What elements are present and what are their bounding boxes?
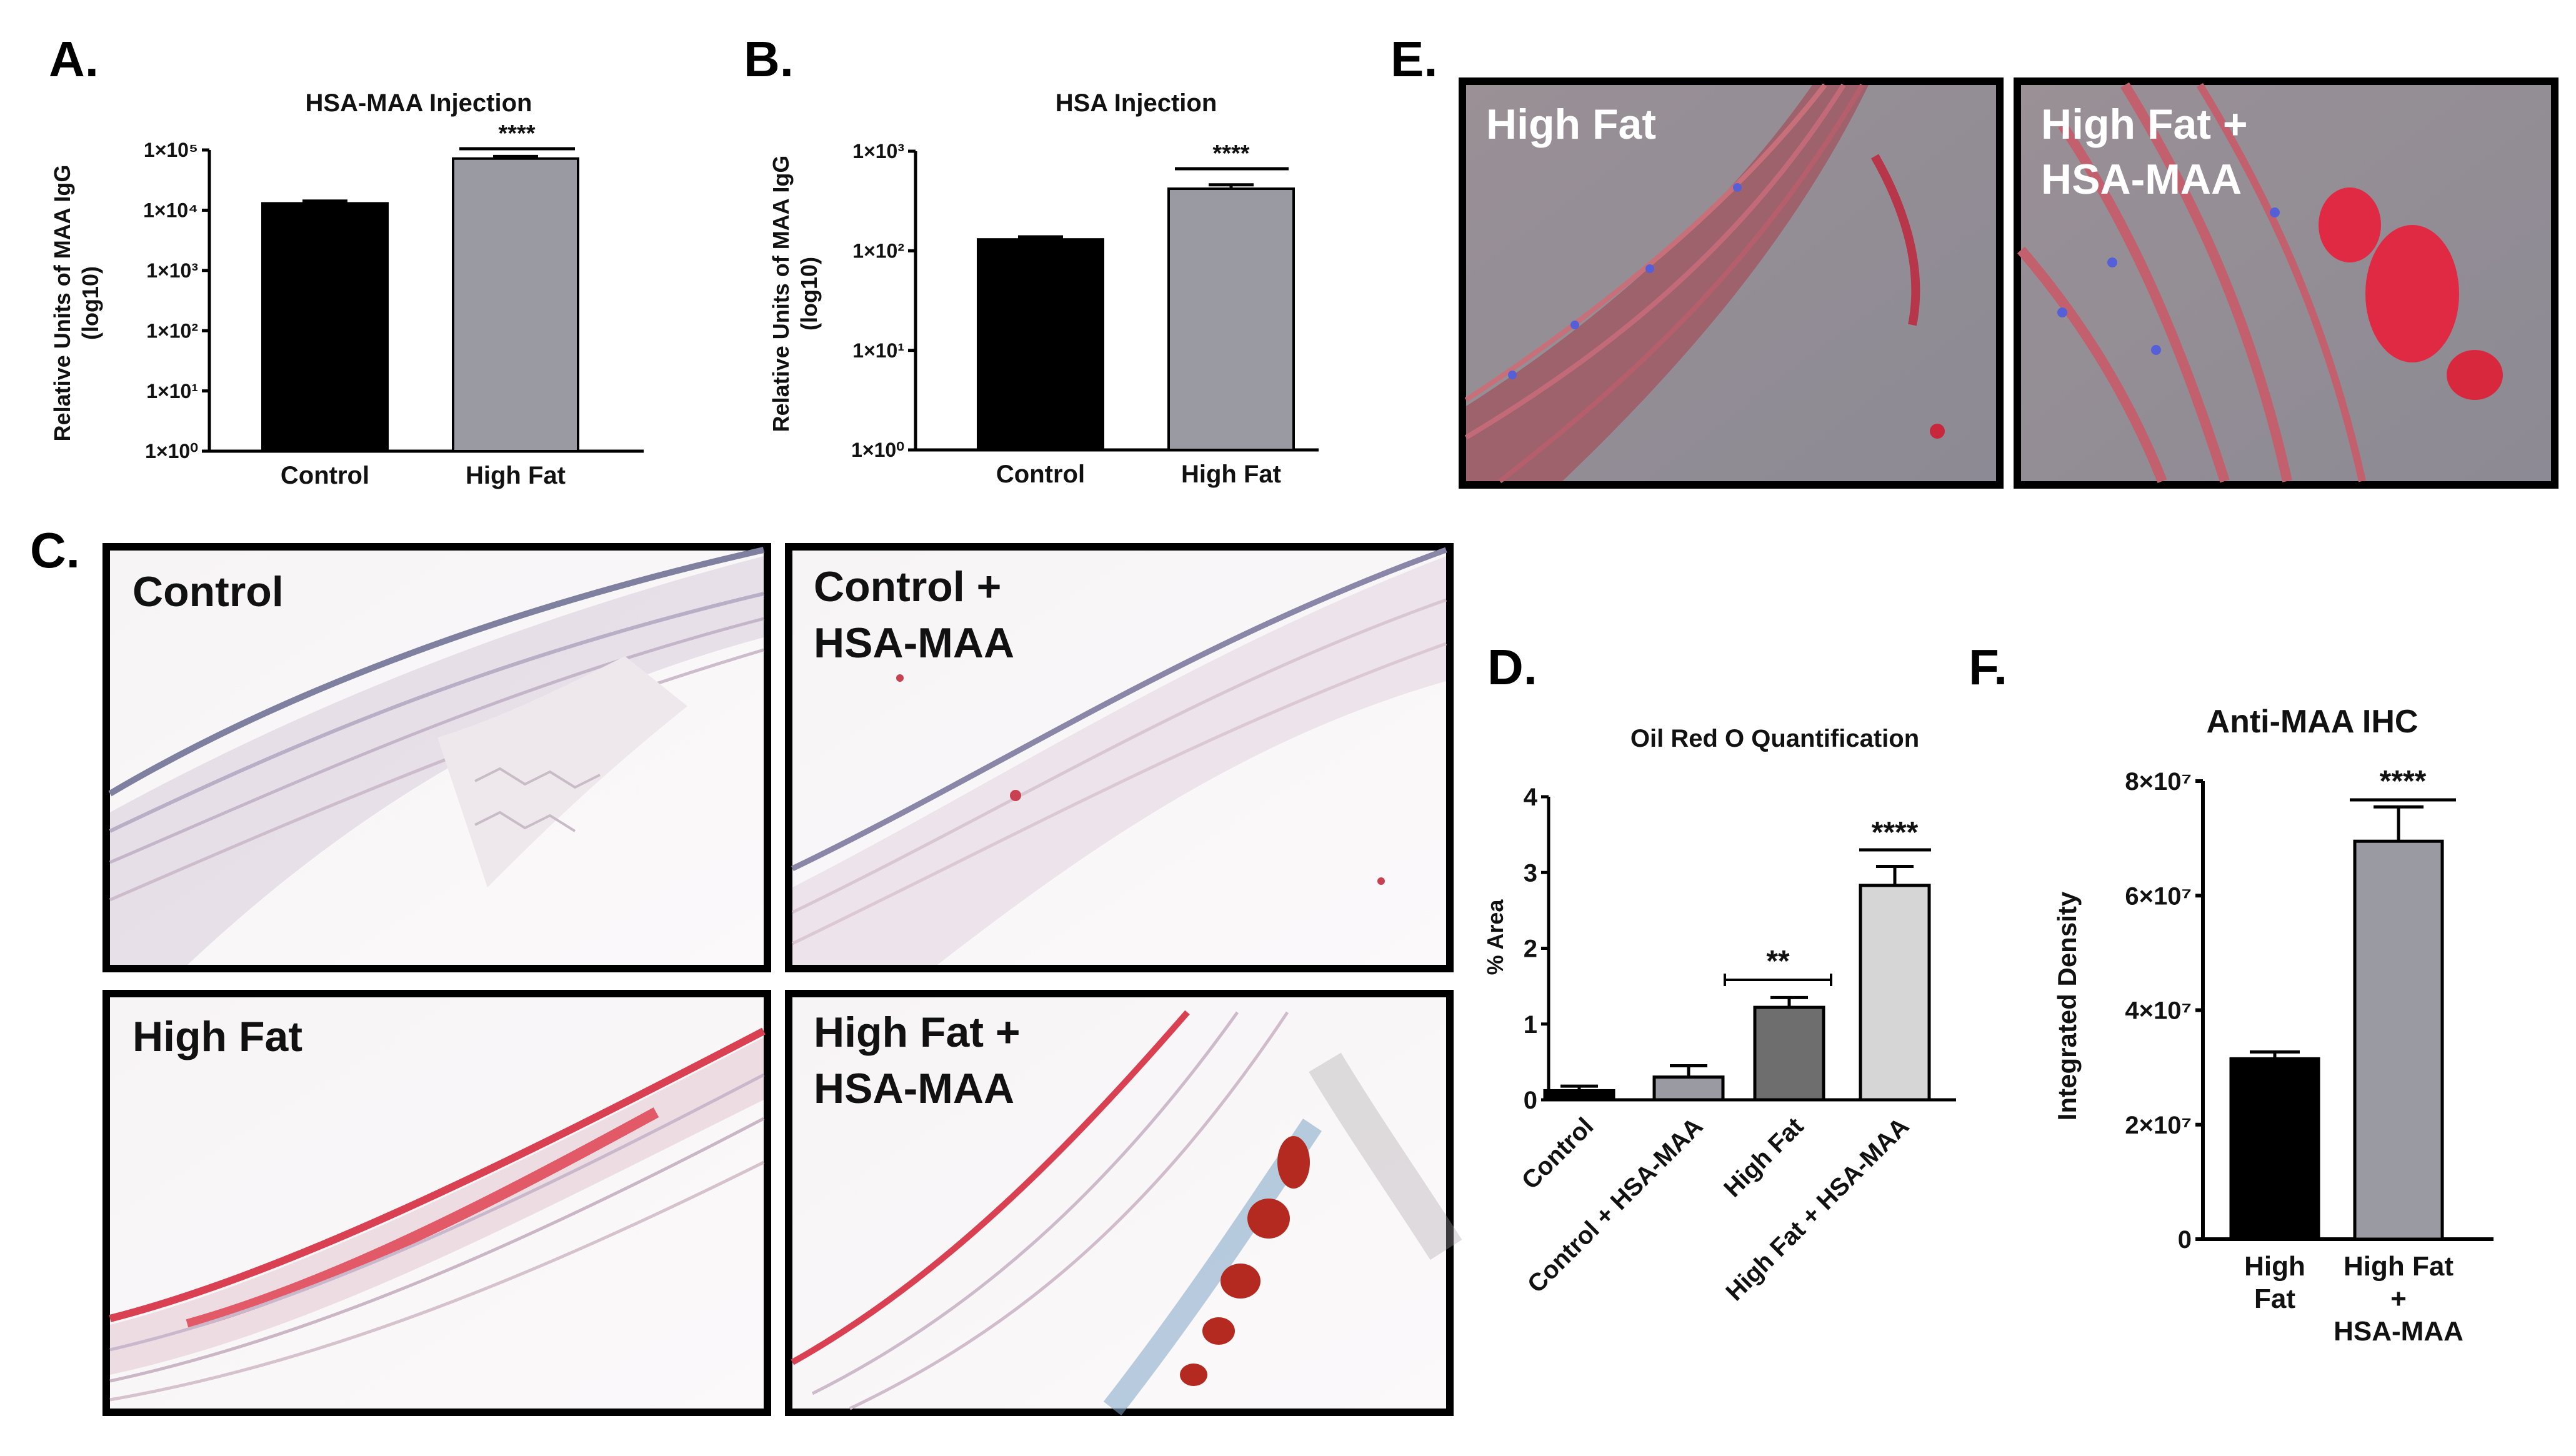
chart-f-ylabel: Integrated Density bbox=[2052, 891, 2082, 1120]
chartB-ytick-label: 1×10⁰ bbox=[851, 439, 904, 461]
chartD-category-label: High Fat + HSA-MAA bbox=[1720, 1112, 1914, 1306]
chartD-significance-label: ** bbox=[1766, 945, 1790, 978]
chartF-category-label: High bbox=[2244, 1251, 2305, 1282]
chart-b-title: HSA Injection bbox=[1056, 89, 1217, 117]
chartB-ytick-label: 1×10¹ bbox=[852, 339, 904, 362]
chart-b: HSA Injection Relative Units of MAA IgG … bbox=[768, 89, 1319, 488]
chart-d-title: Oil Red O Quantification bbox=[1630, 725, 1919, 752]
image-label-high-fat-hsa-maa-line1: High Fat + bbox=[814, 1009, 1021, 1056]
chart-d: Oil Red O Quantification % Area 0 1 2 3 4 Con… bbox=[1482, 725, 1956, 1306]
chartB-bar bbox=[977, 238, 1104, 451]
histology-image-control-hsa-maa bbox=[785, 543, 1454, 972]
chartA-ytick-label: 1×10³ bbox=[146, 259, 198, 282]
chartD-bar bbox=[1652, 1075, 1725, 1102]
chartD-bar bbox=[1859, 884, 1931, 1102]
fluorescence-image-high-fat-hsa-maa bbox=[2014, 77, 2559, 489]
chartA-ytick-label: 1×10⁰ bbox=[145, 440, 198, 462]
panel-label-f: F. bbox=[1969, 639, 2007, 695]
chartD-ytick-label: 2 bbox=[1524, 935, 1537, 963]
panel-label-b: B. bbox=[744, 31, 794, 87]
chartF-category-label: High Fat bbox=[2344, 1251, 2454, 1282]
chartA-ytick-label: 1×10⁴ bbox=[143, 199, 198, 222]
panel-label-c: C. bbox=[30, 522, 80, 578]
panel-label-a: A. bbox=[49, 31, 99, 87]
chart-a-ylabel-line1: Relative Units of MAA IgG bbox=[49, 165, 75, 442]
chartD-category-label: High Fat bbox=[1719, 1112, 1809, 1202]
image-label-control: Control bbox=[132, 568, 284, 616]
image-label-e-high-fat: High Fat bbox=[1486, 101, 1656, 148]
chartB-category-label: High Fat bbox=[1181, 461, 1281, 488]
chartB-category-label: Control bbox=[996, 461, 1085, 488]
chart-a-title: HSA-MAA Injection bbox=[306, 89, 532, 117]
image-label-e-high-fat-hsa-maa-line2: HSA-MAA bbox=[2041, 156, 2242, 203]
image-label-e-high-fat-hsa-maa-line1: High Fat + bbox=[2041, 101, 2248, 148]
chartD-ytick-label: 3 bbox=[1524, 859, 1537, 887]
histology-image-control bbox=[102, 543, 771, 972]
chart-d-ylabel: % Area bbox=[1482, 899, 1508, 975]
chart-a-ylabel-line2: (log10) bbox=[77, 266, 103, 340]
chartD-category-label: Control + HSA-MAA bbox=[1522, 1112, 1708, 1298]
chartB-significance-label: **** bbox=[1212, 141, 1249, 167]
panel-label-e: E. bbox=[1390, 31, 1438, 87]
chartB-ytick-label: 1×10³ bbox=[852, 140, 904, 162]
image-label-high-fat-hsa-maa-line2: HSA-MAA bbox=[814, 1065, 1014, 1112]
chartB-bar bbox=[1167, 187, 1295, 451]
chartB-ytick-label: 1×10² bbox=[852, 240, 904, 262]
fluorescence-image-high-fat bbox=[1459, 77, 2004, 489]
chartF-ytick-label: 6×10⁷ bbox=[2125, 882, 2192, 910]
histology-image-high-fat-hsa-maa bbox=[785, 990, 1462, 1416]
chartD-bar bbox=[1753, 1005, 1825, 1102]
chartD-ytick-label: 1 bbox=[1524, 1011, 1537, 1039]
chartF-bar bbox=[2353, 839, 2444, 1241]
chart-b-ylabel-line2: (log10) bbox=[796, 257, 822, 331]
chartF-bar bbox=[2229, 1057, 2320, 1241]
chartD-ytick-label: 0 bbox=[1524, 1087, 1537, 1114]
panel-label-d: D. bbox=[1487, 639, 1537, 695]
chartA-ytick-label: 1×10⁵ bbox=[144, 139, 198, 161]
chartA-ytick-label: 1×10¹ bbox=[146, 380, 198, 402]
chartF-ytick-label: 4×10⁷ bbox=[2125, 997, 2192, 1025]
chartF-ytick-label: 8×10⁷ bbox=[2125, 768, 2192, 795]
image-label-control-hsa-maa-line2: HSA-MAA bbox=[814, 619, 1014, 667]
chartA-category-label: Control bbox=[281, 462, 369, 489]
chartF-category-label: Fat bbox=[2254, 1284, 2295, 1314]
chartA-significance-label: **** bbox=[498, 121, 535, 147]
histology-image-high-fat bbox=[102, 990, 771, 1416]
chartD-bar bbox=[1543, 1089, 1615, 1102]
chartD-ytick-label: 4 bbox=[1524, 784, 1538, 811]
chartA-ytick-label: 1×10² bbox=[146, 319, 198, 342]
chart-b-ylabel-line1: Relative Units of MAA IgG bbox=[768, 156, 794, 432]
chart-a: HSA-MAA Injection Relative Units of MAA … bbox=[49, 89, 644, 489]
chartF-category-label: + bbox=[2390, 1284, 2407, 1314]
chartD-category-label: Control bbox=[1517, 1112, 1599, 1195]
chartF-ytick-label: 0 bbox=[2178, 1226, 2192, 1254]
chart-f: Anti-MAA IHC Integrated Density 0 2×10⁷ 4×… bbox=[2052, 704, 2494, 1347]
chartF-significance-label: **** bbox=[2380, 765, 2427, 798]
image-label-control-hsa-maa-line1: Control + bbox=[814, 563, 1001, 611]
image-label-high-fat: High Fat bbox=[132, 1013, 302, 1060]
chart-f-title: Anti-MAA IHC bbox=[2207, 704, 2419, 740]
chartA-bar bbox=[452, 157, 579, 452]
chartA-bar bbox=[261, 202, 389, 452]
chartD-significance-label: **** bbox=[1872, 816, 1919, 849]
chartA-category-label: High Fat bbox=[466, 462, 566, 489]
chartF-category-label: HSA-MAA bbox=[2334, 1316, 2464, 1347]
chartF-ytick-label: 2×10⁷ bbox=[2125, 1112, 2192, 1139]
